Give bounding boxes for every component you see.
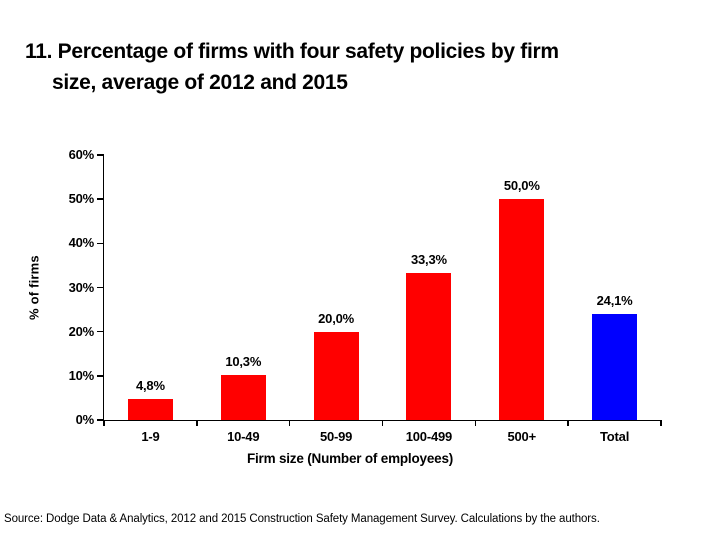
x-axis-tick-label: 100-499 <box>405 429 453 444</box>
y-axis-tick <box>97 375 104 377</box>
y-axis-tick-label: 40% <box>68 235 95 251</box>
y-axis-tick <box>97 419 104 421</box>
y-axis-tick-label: 20% <box>68 323 95 339</box>
source-note: Source: Dodge Data & Analytics, 2012 and… <box>4 513 600 525</box>
bar <box>592 313 638 420</box>
plot-area: Firm size (Number of employees) 60% 50% 40… <box>69 147 662 466</box>
y-axis-tick-label: 0% <box>75 412 95 427</box>
bar-value-label: 4,8% <box>135 377 165 393</box>
x-axis-title: Firm size (Number of employees) <box>246 451 454 466</box>
x-axis-tick <box>103 420 105 426</box>
y-axis-tick <box>97 242 104 245</box>
x-axis-tick <box>660 420 662 426</box>
y-axis-tick <box>97 154 104 156</box>
bar <box>313 331 359 420</box>
y-axis-tick <box>97 330 104 333</box>
y-axis-tick-label: 10% <box>68 367 95 383</box>
x-axis-tick-label: Total <box>600 429 630 444</box>
x-axis-tick <box>381 420 384 426</box>
x-axis-tick <box>567 420 569 426</box>
bar-value-label: 20,0% <box>318 310 355 326</box>
y-axis-tick-label: 30% <box>68 279 95 295</box>
y-axis-tick-label: 50% <box>68 191 95 207</box>
bar-value-label: 33,3% <box>410 251 447 267</box>
x-axis-tick-label: 50-99 <box>319 429 353 444</box>
x-axis-tick <box>474 420 477 426</box>
bar <box>499 199 545 420</box>
bar-value-label: 50,0% <box>503 178 540 194</box>
y-axis-tick <box>97 198 104 200</box>
y-axis-tick <box>97 286 104 289</box>
x-axis-tick <box>288 420 291 426</box>
x-axis-tick-label: 1-9 <box>141 429 160 444</box>
bar-value-label: 10,3% <box>225 353 262 369</box>
page-title: 11. Percentage of firms with four safety… <box>25 36 695 98</box>
page-title-line2: size, average of 2012 and 2015 <box>52 71 348 94</box>
y-axis-title: % of firms <box>26 255 42 320</box>
x-axis-tick <box>196 420 198 426</box>
x-axis-tick-label: 500+ <box>507 429 537 444</box>
x-axis-tick-label: 10-49 <box>227 429 260 444</box>
bar <box>220 374 266 420</box>
bar-value-label: 24,1% <box>596 292 633 308</box>
page-title-line1: 11. Percentage of firms with four safety… <box>25 40 559 63</box>
bar <box>406 272 452 420</box>
bar <box>127 398 173 420</box>
y-axis-tick-label: 60% <box>68 147 95 162</box>
